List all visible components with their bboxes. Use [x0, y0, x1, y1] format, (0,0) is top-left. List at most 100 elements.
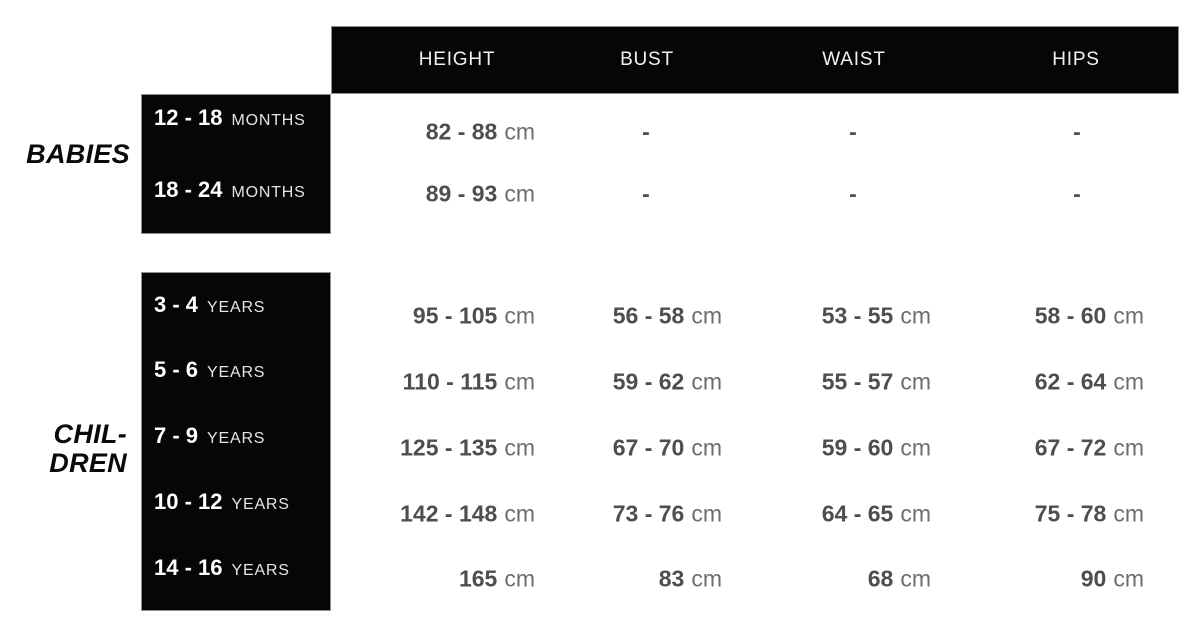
hips-value: 67 - 72 [1034, 434, 1107, 461]
height-cell: 82 - 88 cm [426, 119, 535, 146]
waist-cell: 53 - 55 cm [822, 303, 931, 330]
bust-cell: - [642, 181, 650, 208]
hips-cell: 58 - 60 cm [1035, 303, 1144, 330]
bust-cell: 56 - 58 cm [613, 303, 722, 330]
age-range: 7 - 9 [154, 423, 199, 448]
height-value: 89 - 93 [425, 180, 498, 207]
dash: - [849, 180, 857, 207]
age-range: 14 - 16 [154, 555, 223, 580]
bust-cell: - [642, 119, 650, 146]
unit-label: cm [691, 500, 722, 527]
age-range: 5 - 6 [154, 357, 199, 382]
age-row-5-6-years: 5 - 6 YEARS [154, 357, 265, 383]
dash: - [642, 180, 650, 207]
unit-label: cm [691, 302, 722, 329]
age-range: 18 - 24 [154, 177, 223, 202]
bust-value: 67 - 70 [612, 434, 685, 461]
age-row-12-18-months: 12 - 18 MONTHS [154, 105, 306, 131]
unit-label: cm [504, 434, 535, 461]
babies-age-box: 12 - 18 MONTHS 18 - 24 MONTHS [141, 94, 331, 234]
unit-label: cm [504, 565, 535, 592]
age-range: 3 - 4 [154, 292, 199, 317]
hips-cell: 90 cm [1081, 566, 1144, 593]
unit-label: cm [1113, 302, 1144, 329]
bust-value: 59 - 62 [612, 368, 685, 395]
height-cell: 110 - 115 cm [403, 369, 535, 396]
column-header-height: HEIGHT [418, 49, 496, 70]
age-unit: MONTHS [231, 184, 306, 201]
hips-cell: - [1073, 181, 1081, 208]
unit-label: cm [504, 118, 535, 145]
age-range: 12 - 18 [154, 105, 223, 130]
table-header-bar: HEIGHT BUST WAIST HIPS [331, 26, 1179, 94]
dash: - [849, 118, 857, 145]
waist-cell: - [849, 181, 857, 208]
column-header-waist: WAIST [822, 49, 886, 70]
height-cell: 125 - 135 cm [400, 435, 535, 462]
waist-cell: - [849, 119, 857, 146]
title-line-1: CHIL- [53, 419, 127, 449]
age-row-3-4-years: 3 - 4 YEARS [154, 292, 265, 318]
dash: - [1073, 118, 1081, 145]
hips-cell: 75 - 78 cm [1035, 501, 1144, 528]
height-value: 110 - 115 [402, 368, 498, 395]
bust-cell: 67 - 70 cm [613, 435, 722, 462]
height-cell: 89 - 93 cm [426, 181, 535, 208]
bust-cell: 73 - 76 cm [613, 501, 722, 528]
unit-label: cm [504, 500, 535, 527]
waist-value: 68 [867, 565, 894, 592]
column-header-hips: HIPS [1052, 49, 1100, 70]
bust-value: 73 - 76 [612, 500, 685, 527]
section-title-babies: BABIES [26, 139, 130, 169]
hips-cell: - [1073, 119, 1081, 146]
age-unit: YEARS [207, 364, 266, 381]
unit-label: cm [1113, 500, 1144, 527]
unit-label: cm [900, 368, 931, 395]
age-unit: YEARS [207, 299, 266, 316]
unit-label: cm [691, 368, 722, 395]
height-value: 95 - 105 [412, 302, 498, 329]
bust-value: 83 [658, 565, 685, 592]
unit-label: cm [504, 180, 535, 207]
waist-cell: 68 cm [868, 566, 931, 593]
unit-label: cm [1113, 434, 1144, 461]
age-range: 10 - 12 [154, 489, 223, 514]
column-header-bust: BUST [620, 49, 674, 70]
unit-label: cm [504, 368, 535, 395]
unit-label: cm [900, 434, 931, 461]
unit-label: cm [691, 434, 722, 461]
hips-cell: 67 - 72 cm [1035, 435, 1144, 462]
hips-value: 75 - 78 [1034, 500, 1107, 527]
age-unit: YEARS [231, 496, 290, 513]
hips-value: 90 [1080, 565, 1107, 592]
unit-label: cm [900, 565, 931, 592]
height-cell: 142 - 148 cm [400, 501, 535, 528]
height-cell: 165 cm [459, 566, 535, 593]
unit-label: cm [691, 565, 722, 592]
height-value: 82 - 88 [425, 118, 498, 145]
unit-label: cm [1113, 368, 1144, 395]
bust-cell: 83 cm [659, 566, 722, 593]
height-value: 125 - 135 [400, 434, 498, 461]
dash: - [642, 118, 650, 145]
waist-value: 64 - 65 [821, 500, 894, 527]
title-line-2: DREN [49, 448, 127, 478]
dash: - [1073, 180, 1081, 207]
section-title-children: CHIL- DREN [0, 420, 127, 478]
height-value: 165 [458, 565, 498, 592]
age-row-7-9-years: 7 - 9 YEARS [154, 423, 265, 449]
waist-value: 55 - 57 [821, 368, 894, 395]
bust-value: 56 - 58 [612, 302, 685, 329]
age-unit: YEARS [231, 562, 290, 579]
waist-value: 59 - 60 [821, 434, 894, 461]
height-cell: 95 - 105 cm [413, 303, 535, 330]
unit-label: cm [900, 500, 931, 527]
unit-label: cm [504, 302, 535, 329]
waist-cell: 59 - 60 cm [822, 435, 931, 462]
height-value: 142 - 148 [400, 500, 498, 527]
waist-value: 53 - 55 [821, 302, 894, 329]
hips-cell: 62 - 64 cm [1035, 369, 1144, 396]
age-row-18-24-months: 18 - 24 MONTHS [154, 177, 306, 203]
age-unit: MONTHS [231, 112, 306, 129]
